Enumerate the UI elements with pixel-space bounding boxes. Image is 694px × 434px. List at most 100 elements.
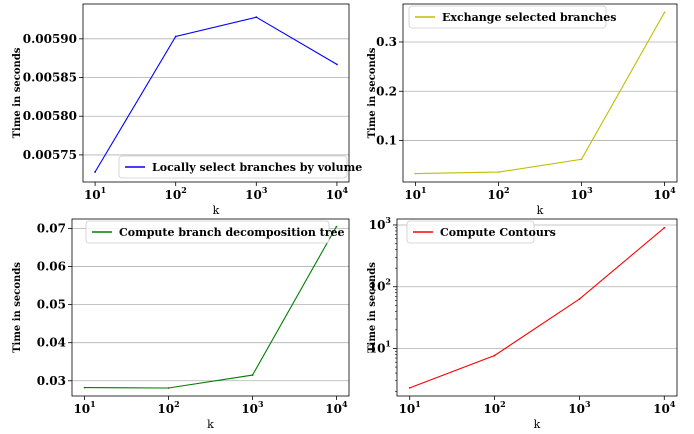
y-tick-label: 0.1 — [376, 134, 397, 148]
x-tick-label-exponent: 2 — [174, 399, 180, 409]
legend-label: Locally select branches by volume — [152, 161, 362, 174]
y-tick-label: 0.05 — [37, 298, 66, 312]
y-tick-label-base: 10 — [369, 341, 386, 355]
legend-label: Compute Contours — [440, 226, 556, 239]
series-line — [94, 16, 338, 173]
x-tick-label-base: 10 — [653, 402, 670, 416]
x-tick-label-exponent: 2 — [500, 399, 506, 409]
y-tick-label: 101 — [369, 338, 391, 355]
y-tick-label: 0.00590 — [23, 32, 77, 46]
x-tick-label-exponent: 2 — [181, 185, 187, 195]
y-tick-label-exponent: 3 — [385, 215, 391, 225]
data-point — [493, 354, 496, 357]
x-tick-label-base: 10 — [653, 188, 670, 202]
y-tick-label: 0.06 — [37, 260, 66, 274]
x-tick-label-base: 10 — [84, 188, 101, 202]
x-tick-label: 101 — [73, 399, 95, 416]
x-tick-label-base: 10 — [157, 402, 174, 416]
y-tick-label: 103 — [369, 215, 392, 232]
x-tick-label: 101 — [399, 399, 421, 416]
y-tick-label-base: 10 — [369, 218, 386, 232]
x-tick-label: 101 — [84, 185, 106, 202]
x-tick-label-base: 10 — [404, 188, 421, 202]
data-point — [335, 225, 338, 228]
legend-box — [85, 220, 330, 244]
x-tick-label: 102 — [157, 399, 179, 416]
data-point — [408, 386, 411, 389]
x-tick-label: 103 — [570, 185, 593, 202]
x-tick-label: 102 — [487, 185, 509, 202]
data-point — [174, 35, 177, 38]
plot-frame — [82, 3, 350, 183]
y-axis-label: Time in seconds — [12, 47, 23, 138]
x-tick-label-base: 10 — [326, 188, 343, 202]
legend-box — [118, 155, 348, 179]
y-tick-label: 0.04 — [37, 336, 66, 350]
data-point — [497, 171, 500, 174]
y-tick-label-base: 10 — [369, 280, 386, 294]
data-point — [663, 11, 666, 14]
y-tick-label: 0.03 — [37, 374, 66, 388]
data-point — [94, 171, 96, 173]
x-tick-label-base: 10 — [241, 402, 258, 416]
legend-label: Compute branch decomposition tree — [119, 226, 345, 239]
x-tick-label-base: 10 — [245, 188, 262, 202]
y-tick-label: 0.00580 — [23, 109, 77, 123]
x-tick-label: 104 — [653, 399, 676, 416]
data-point — [336, 63, 338, 66]
x-tick-label-base: 10 — [399, 402, 416, 416]
plot-frame — [402, 3, 678, 183]
y-tick-label: 0.3 — [376, 35, 397, 49]
x-tick-label-exponent: 3 — [585, 399, 591, 409]
x-tick-label: 103 — [568, 399, 591, 416]
x-tick-label-base: 10 — [73, 402, 90, 416]
x-tick-label: 103 — [245, 185, 268, 202]
y-axis-label: Time in seconds — [367, 47, 378, 138]
legend-label: Exchange selected branches — [442, 11, 616, 24]
data-point — [663, 226, 666, 229]
x-tick-label-exponent: 3 — [258, 399, 264, 409]
x-tick-label-base: 10 — [487, 188, 504, 202]
x-tick-label-exponent: 4 — [670, 185, 676, 195]
x-tick-label-base: 10 — [165, 188, 182, 202]
x-tick-label-base: 10 — [570, 188, 587, 202]
data-point — [167, 387, 170, 389]
series-line — [409, 227, 665, 389]
x-tick-label-exponent: 4 — [342, 399, 348, 409]
legend-box — [406, 220, 535, 244]
y-axis-label: Time in seconds — [12, 262, 23, 353]
x-tick-label-exponent: 1 — [421, 185, 427, 195]
data-point — [414, 172, 417, 175]
x-tick-label: 104 — [326, 185, 349, 202]
x-tick-label-base: 10 — [325, 402, 342, 416]
x-tick-label: 102 — [483, 399, 505, 416]
y-tick-label-exponent: 1 — [385, 338, 391, 348]
data-point — [83, 386, 86, 389]
x-tick-label-exponent: 2 — [504, 185, 510, 195]
y-tick-label: 0.00575 — [23, 148, 77, 162]
x-tick-label: 102 — [165, 185, 187, 202]
y-tick-label: 102 — [369, 277, 391, 294]
series-line — [415, 12, 665, 175]
x-tick-label-base: 10 — [483, 402, 500, 416]
data-point — [578, 298, 581, 301]
y-tick-label: 0.07 — [37, 222, 66, 236]
x-axis-label: k — [213, 204, 220, 217]
x-axis-label: k — [534, 418, 541, 431]
x-tick-label-base: 10 — [568, 402, 585, 416]
legend-box — [408, 5, 607, 29]
x-tick-label: 103 — [241, 399, 264, 416]
data-point — [255, 16, 258, 19]
x-tick-label-exponent: 4 — [342, 185, 348, 195]
x-tick-label-exponent: 1 — [415, 399, 421, 409]
data-point — [251, 374, 254, 376]
series-line — [84, 226, 337, 389]
x-axis-label: k — [537, 204, 544, 217]
x-tick-label: 104 — [325, 399, 348, 416]
plot-frame — [396, 218, 678, 397]
y-axis-label: Time in seconds — [367, 262, 378, 353]
